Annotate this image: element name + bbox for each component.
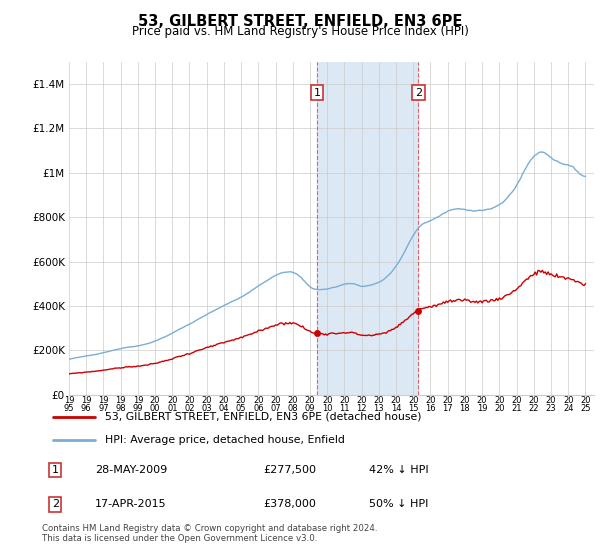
Bar bbox=[317, 62, 418, 395]
Text: 2: 2 bbox=[52, 500, 59, 510]
Text: £378,000: £378,000 bbox=[264, 500, 317, 510]
Text: 53, GILBERT STREET, ENFIELD, EN3 6PE: 53, GILBERT STREET, ENFIELD, EN3 6PE bbox=[138, 14, 462, 29]
Text: Contains HM Land Registry data © Crown copyright and database right 2024.
This d: Contains HM Land Registry data © Crown c… bbox=[42, 524, 377, 543]
Text: 42% ↓ HPI: 42% ↓ HPI bbox=[370, 465, 429, 475]
Text: 2: 2 bbox=[415, 88, 422, 97]
Text: 1: 1 bbox=[52, 465, 59, 475]
Text: 53, GILBERT STREET, ENFIELD, EN3 6PE (detached house): 53, GILBERT STREET, ENFIELD, EN3 6PE (de… bbox=[106, 412, 422, 422]
Text: 50% ↓ HPI: 50% ↓ HPI bbox=[370, 500, 429, 510]
Text: £277,500: £277,500 bbox=[264, 465, 317, 475]
Text: HPI: Average price, detached house, Enfield: HPI: Average price, detached house, Enfi… bbox=[106, 435, 345, 445]
Text: 17-APR-2015: 17-APR-2015 bbox=[95, 500, 166, 510]
Text: 28-MAY-2009: 28-MAY-2009 bbox=[95, 465, 167, 475]
Text: 1: 1 bbox=[314, 88, 320, 97]
Text: Price paid vs. HM Land Registry's House Price Index (HPI): Price paid vs. HM Land Registry's House … bbox=[131, 25, 469, 38]
